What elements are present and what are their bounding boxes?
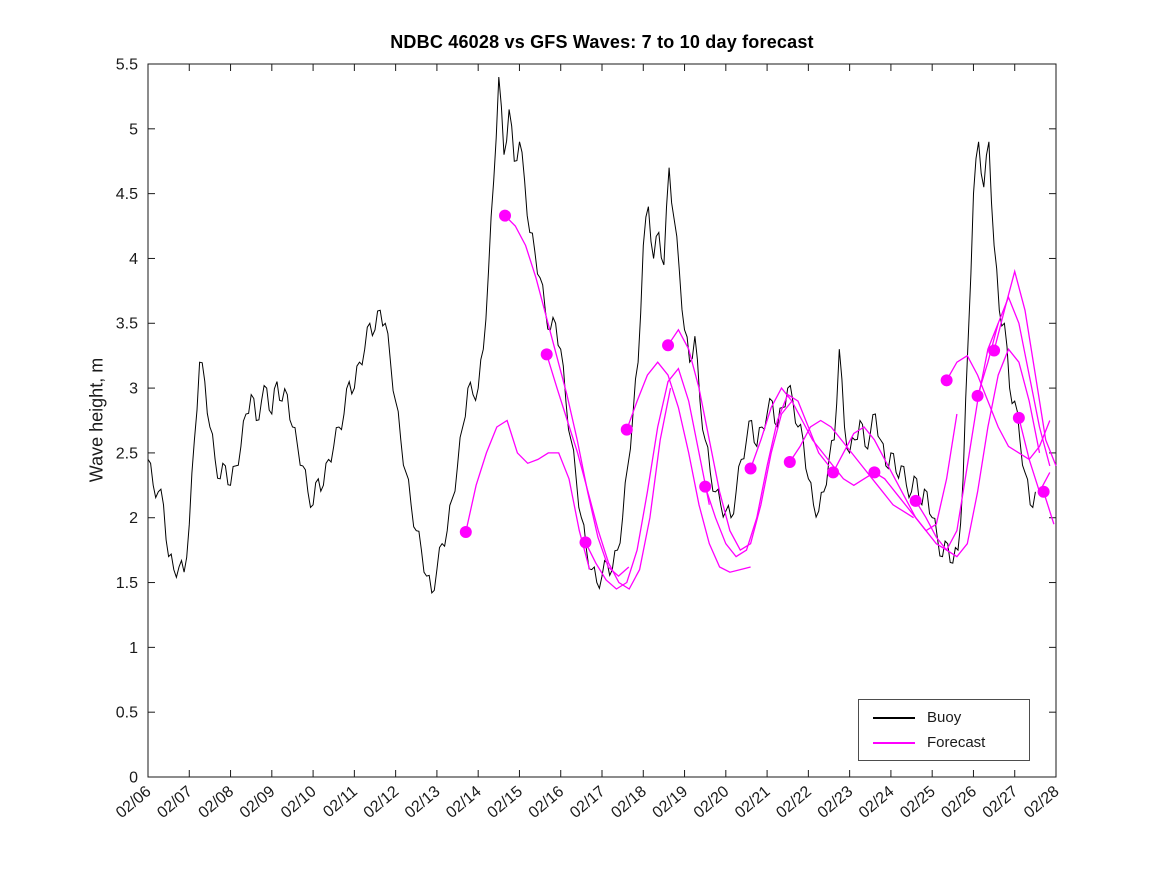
svg-text:3: 3 bbox=[129, 381, 138, 398]
svg-text:02/23: 02/23 bbox=[815, 783, 857, 822]
svg-text:1: 1 bbox=[129, 640, 138, 657]
legend-label-forecast: Forecast bbox=[927, 734, 986, 751]
svg-text:02/12: 02/12 bbox=[361, 783, 403, 822]
buoy-line-swatch bbox=[873, 716, 915, 719]
svg-text:02/11: 02/11 bbox=[320, 783, 361, 821]
svg-text:02/26: 02/26 bbox=[938, 783, 980, 822]
svg-text:02/14: 02/14 bbox=[443, 783, 485, 822]
svg-text:02/17: 02/17 bbox=[567, 783, 609, 822]
svg-text:2: 2 bbox=[129, 510, 138, 527]
svg-text:02/07: 02/07 bbox=[154, 783, 196, 822]
legend-label-buoy: Buoy bbox=[927, 709, 962, 726]
svg-text:02/28: 02/28 bbox=[1021, 783, 1063, 822]
svg-text:4: 4 bbox=[129, 251, 138, 268]
svg-text:02/16: 02/16 bbox=[526, 783, 568, 822]
svg-text:02/25: 02/25 bbox=[897, 783, 939, 822]
svg-text:5: 5 bbox=[129, 121, 138, 138]
svg-text:02/22: 02/22 bbox=[773, 783, 815, 822]
svg-text:5.5: 5.5 bbox=[116, 56, 138, 73]
svg-text:0: 0 bbox=[129, 769, 138, 786]
svg-text:02/08: 02/08 bbox=[196, 783, 238, 822]
svg-text:02/15: 02/15 bbox=[484, 783, 526, 822]
svg-text:02/20: 02/20 bbox=[691, 783, 733, 822]
svg-text:02/09: 02/09 bbox=[237, 783, 279, 822]
svg-text:02/24: 02/24 bbox=[856, 783, 898, 822]
legend: Buoy Forecast bbox=[858, 699, 1030, 761]
svg-text:02/13: 02/13 bbox=[402, 783, 444, 822]
forecast-line-swatch bbox=[873, 741, 915, 744]
svg-text:02/06: 02/06 bbox=[113, 783, 155, 822]
svg-text:02/19: 02/19 bbox=[650, 783, 692, 822]
legend-item-forecast: Forecast bbox=[873, 734, 1029, 751]
svg-text:4.5: 4.5 bbox=[116, 186, 138, 203]
svg-text:02/10: 02/10 bbox=[278, 783, 320, 822]
svg-text:0.5: 0.5 bbox=[116, 705, 138, 722]
y-axis-label: Wave height, m bbox=[86, 357, 107, 483]
svg-text:02/27: 02/27 bbox=[980, 783, 1022, 822]
svg-text:02/21: 02/21 bbox=[732, 783, 774, 822]
chart-title: NDBC 46028 vs GFS Waves: 7 to 10 day for… bbox=[390, 32, 814, 52]
svg-text:1.5: 1.5 bbox=[116, 575, 138, 592]
svg-text:02/18: 02/18 bbox=[608, 783, 650, 822]
svg-text:3.5: 3.5 bbox=[116, 316, 138, 333]
svg-text:2.5: 2.5 bbox=[116, 445, 138, 462]
legend-item-buoy: Buoy bbox=[873, 709, 1029, 726]
